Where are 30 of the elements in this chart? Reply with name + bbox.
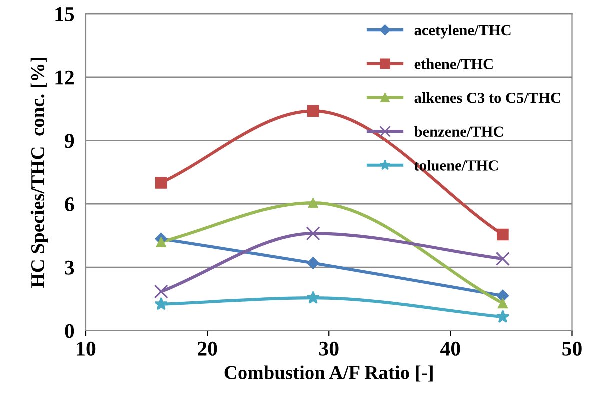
point	[154, 284, 168, 299]
x-tick-label: 10	[77, 342, 96, 356]
point	[154, 297, 168, 310]
y-tick-label: 9	[65, 134, 74, 148]
point	[307, 105, 320, 118]
y-tick-label: 0	[65, 324, 74, 338]
point	[156, 236, 167, 248]
y-tick-label: 6	[65, 198, 74, 212]
x-tick-label: 40	[440, 342, 460, 356]
x-tick-label: 20	[198, 342, 218, 356]
legend-label: alkenes C3 to C5/THC	[414, 92, 560, 104]
y-tick-label: 15	[56, 8, 74, 22]
point	[306, 291, 320, 304]
legend-label: ethene/THC	[414, 58, 493, 70]
y-tick-label: 3	[65, 260, 74, 275]
point	[496, 252, 510, 266]
x-tick-label: 30	[319, 342, 339, 356]
y-tick-label: 12	[56, 70, 74, 85]
x-tick-label: 50	[562, 342, 582, 356]
point	[308, 198, 319, 208]
point	[497, 228, 509, 241]
point	[307, 257, 320, 270]
point	[306, 226, 320, 241]
point	[498, 298, 508, 309]
y-axis-title: HC Species/THC conc. [%]	[30, 58, 48, 288]
point	[496, 310, 510, 323]
x-axis-title: Combustion A/F Ratio [-]	[224, 366, 433, 382]
legend-label: benzene/THC	[414, 126, 504, 138]
legend-label: acetylene/THC	[414, 24, 511, 39]
point	[155, 177, 168, 189]
